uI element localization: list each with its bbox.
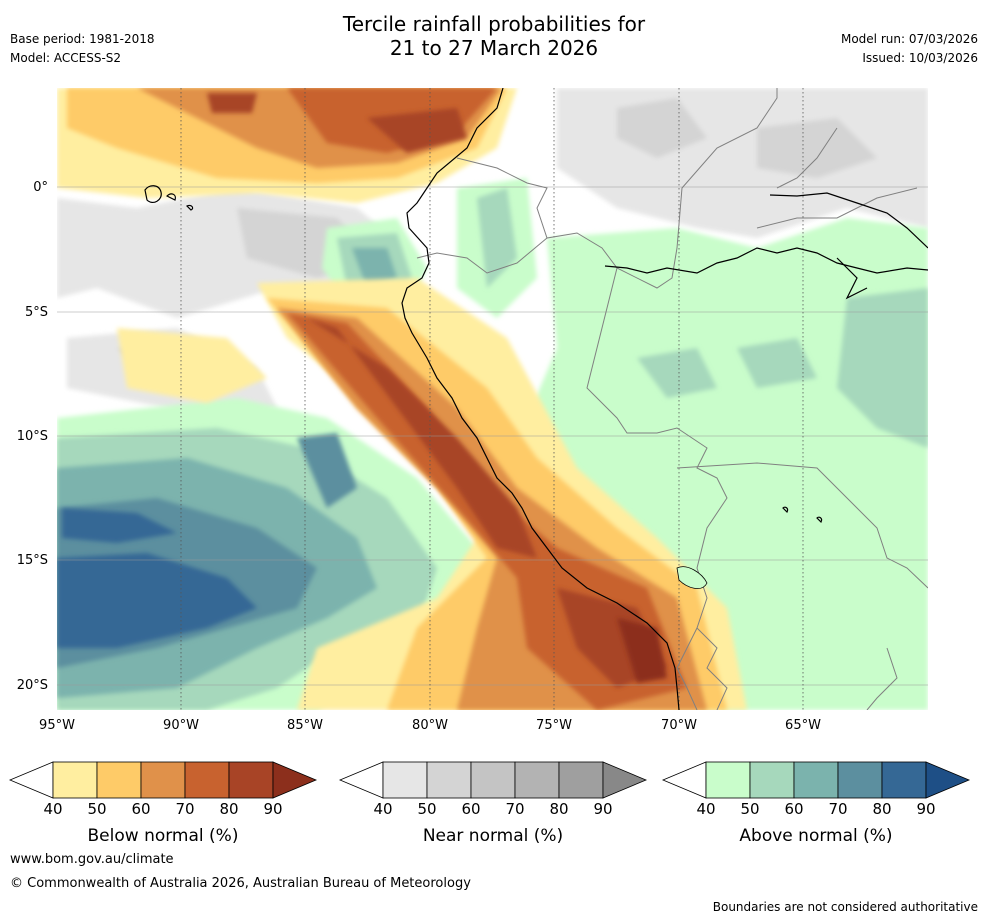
issued-date-text: Issued: 10/03/2026	[862, 51, 978, 65]
cb-above-tick-40: 40	[696, 800, 716, 818]
forecast-map[interactable]	[57, 88, 928, 710]
cb-above-tick-60: 60	[784, 800, 804, 818]
colorbar-below	[8, 761, 318, 799]
colorbar-near-swatch-60	[470, 761, 516, 799]
colorbar-above-swatch-50	[749, 761, 795, 799]
cb-near-tick-50: 50	[417, 800, 437, 818]
colorbar-below-swatch-80	[228, 761, 274, 799]
lon-label-75w: 75°W	[536, 718, 572, 733]
colorbar-near-swatch-80	[558, 761, 604, 799]
lon-label-85w: 85°W	[287, 718, 323, 733]
colorbar-above-label: Above normal (%)	[739, 826, 893, 846]
cb-above-tick-90: 90	[916, 800, 936, 818]
cb-below-tick-70: 70	[175, 800, 195, 818]
colorbar-below-label: Below normal (%)	[87, 826, 239, 846]
website-link[interactable]: www.bom.gov.au/climate	[10, 852, 174, 867]
below-normal-coast-6	[617, 618, 667, 683]
above-normal-east-2	[477, 188, 928, 448]
cb-below-tick-90: 90	[263, 800, 283, 818]
colorbar-above-swatch-60	[793, 761, 839, 799]
colorbar-above-lower-arrow	[661, 761, 707, 799]
lat-label-0: 0°	[33, 180, 48, 195]
above-normal-west-5	[57, 508, 257, 648]
colorbar-below-swatch-40	[52, 761, 98, 799]
colorbar-below-swatch-50	[96, 761, 142, 799]
colorbar-above-swatch-70	[837, 761, 883, 799]
colorbars	[8, 761, 971, 799]
colorbar-below-lower-arrow	[8, 761, 54, 799]
colorbar-above-swatch-40	[705, 761, 751, 799]
colorbar-above	[661, 761, 971, 799]
below-normal-north-5	[207, 93, 467, 153]
lon-label-95w: 95°W	[39, 718, 75, 733]
cb-near-tick-60: 60	[461, 800, 481, 818]
model-name-text: Model: ACCESS-S2	[10, 51, 122, 65]
lon-label-65w: 65°W	[785, 718, 821, 733]
cb-below-tick-80: 80	[219, 800, 239, 818]
lat-label-5s: 5°S	[24, 305, 48, 320]
model-run-text: Model run: 07/03/2026	[840, 32, 978, 46]
cb-near-tick-40: 40	[373, 800, 393, 818]
copyright-text: © Commonwealth of Australia 2026, Austra…	[10, 876, 471, 891]
title-line-2: 21 to 27 March 2026	[389, 36, 599, 60]
lat-label-15s: 15°S	[16, 553, 48, 568]
country-borders	[416, 88, 928, 710]
cb-near-tick-70: 70	[505, 800, 525, 818]
disclaimer-text: Boundaries are not considered authoritat…	[712, 900, 978, 914]
lake-titicaca	[676, 566, 708, 589]
cb-below-tick-60: 60	[131, 800, 151, 818]
colorbar-below-swatch-60	[140, 761, 186, 799]
cb-above-tick-70: 70	[828, 800, 848, 818]
cb-below-tick-40: 40	[43, 800, 63, 818]
colorbar-near-swatch-50	[426, 761, 472, 799]
colorbar-near-upper-arrow	[602, 761, 648, 799]
colorbar-above-swatch-80	[881, 761, 927, 799]
map-title: Tercile rainfall probabilities for 21 to…	[0, 12, 988, 60]
lat-label-20s: 20°S	[16, 678, 48, 693]
cb-near-tick-80: 80	[549, 800, 569, 818]
colorbar-near	[338, 761, 648, 799]
map-canvas	[57, 88, 928, 710]
colorbar-below-upper-arrow	[272, 761, 318, 799]
cb-above-tick-80: 80	[872, 800, 892, 818]
lon-label-80w: 80°W	[412, 718, 448, 733]
colorbar-near-swatch-70	[514, 761, 560, 799]
base-period-text: Base period: 1981-2018	[10, 32, 155, 46]
cb-above-tick-50: 50	[740, 800, 760, 818]
lon-label-90w: 90°W	[163, 718, 199, 733]
colorbar-near-label: Near normal (%)	[422, 826, 564, 846]
graticule	[57, 186, 928, 686]
title-line-1: Tercile rainfall probabilities for	[342, 12, 646, 36]
cb-near-tick-90: 90	[593, 800, 613, 818]
lat-label-10s: 10°S	[16, 429, 48, 444]
lon-label-70w: 70°W	[661, 718, 697, 733]
colorbar-near-lower-arrow	[338, 761, 384, 799]
colorbar-near-swatch-40	[382, 761, 428, 799]
cb-below-tick-50: 50	[87, 800, 107, 818]
colorbar-below-swatch-70	[184, 761, 230, 799]
colorbar-above-upper-arrow	[925, 761, 971, 799]
coastline	[144, 88, 928, 710]
